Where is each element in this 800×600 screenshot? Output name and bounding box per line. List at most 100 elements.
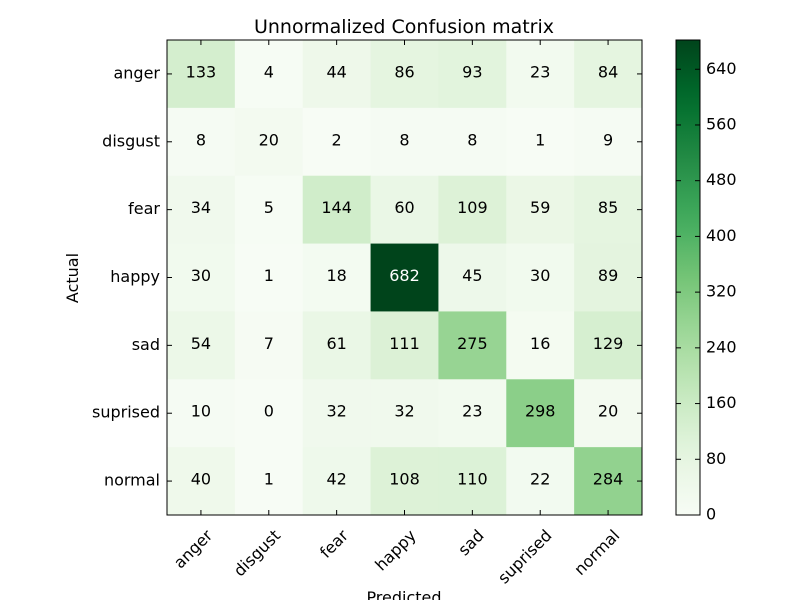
- cell-value: 32: [394, 402, 414, 421]
- cell-value: 32: [326, 402, 346, 421]
- heatmap-cell: [370, 379, 439, 448]
- cell-value: 108: [389, 470, 420, 489]
- cell-value: 93: [462, 62, 482, 81]
- heatmap-cell: [370, 243, 439, 312]
- heatmap-cell: [167, 243, 236, 312]
- heatmap-cell: [506, 40, 575, 109]
- cell-value: 16: [530, 334, 550, 353]
- heatmap-cell: [167, 175, 236, 245]
- cell-value: 61: [326, 334, 346, 353]
- x-tick-label: suprised: [494, 526, 556, 588]
- heatmap-cell: [302, 311, 372, 380]
- cell-value: 54: [191, 334, 211, 353]
- cell-value: 86: [394, 62, 414, 81]
- cell-value: 8: [196, 130, 206, 149]
- y-tick-label: suprised: [92, 403, 160, 422]
- heatmap-cell: [438, 311, 507, 380]
- cell-value: 20: [259, 130, 279, 149]
- cell-value: 110: [457, 470, 488, 489]
- cell-value: 60: [394, 198, 414, 217]
- cell-value: 23: [530, 62, 550, 81]
- heatmap-cell: [167, 107, 236, 177]
- cell-value: 144: [321, 198, 352, 217]
- cell-value: 45: [462, 266, 482, 285]
- heatmap-cell: [438, 447, 507, 516]
- heatmap-cell: [370, 175, 439, 245]
- cell-value: 10: [191, 402, 211, 421]
- heatmap-cell: [438, 107, 507, 177]
- cell-value: 275: [457, 334, 488, 353]
- cell-value: 1: [264, 266, 274, 285]
- cell-value: 44: [326, 62, 346, 81]
- heatmap-cell: [234, 311, 304, 380]
- heatmap-cell: [574, 379, 643, 448]
- cell-value: 1: [535, 130, 545, 149]
- cell-value: 1: [264, 470, 274, 489]
- heatmap-cell: [302, 175, 372, 245]
- heatmap-cell: [506, 175, 575, 245]
- heatmap-cell: [438, 175, 507, 245]
- heatmap-cell: [302, 447, 372, 516]
- heatmap-cell: [574, 243, 643, 312]
- heatmap-cell: [302, 107, 372, 177]
- y-tick-label: anger: [113, 63, 160, 82]
- y-tick-label: normal: [104, 471, 160, 490]
- cell-value: 84: [598, 62, 618, 81]
- cell-value: 30: [530, 266, 550, 285]
- colorbar-ticks: 0 80 160 240 320 400 480 560 640: [676, 59, 737, 524]
- heatmap-cell: [370, 107, 439, 177]
- cell-value: 7: [264, 334, 274, 353]
- colorbar-tick-label: 480: [706, 170, 737, 189]
- heatmap-cell: [574, 40, 643, 109]
- heatmap-cell: [167, 40, 236, 109]
- colorbar-tick-label: 560: [706, 114, 737, 133]
- heatmap-cell: [370, 311, 439, 380]
- heatmap-cell: [234, 40, 304, 109]
- colorbar-tick-label: 80: [706, 449, 726, 468]
- x-tick-label: happy: [371, 526, 420, 575]
- heatmap-cell: [574, 175, 643, 245]
- cell-value: 30: [191, 266, 211, 285]
- heatmap-cell: [438, 40, 507, 109]
- y-tick-label: happy: [110, 267, 160, 286]
- cell-value: 129: [593, 334, 624, 353]
- x-tick-label: normal: [570, 526, 623, 579]
- cell-value: 4: [264, 62, 274, 81]
- y-tick-label: sad: [132, 335, 160, 354]
- heatmap-cell: [506, 107, 575, 177]
- x-tick-label: anger: [170, 526, 217, 573]
- colorbar-tick-label: 320: [706, 282, 737, 301]
- cell-value: 284: [593, 470, 624, 489]
- y-tick-label: disgust: [102, 131, 160, 150]
- heatmap-cell: [574, 311, 643, 380]
- cell-value: 20: [598, 402, 618, 421]
- cell-value: 42: [326, 470, 346, 489]
- heatmap-cell: [370, 447, 439, 516]
- heatmap-cell: [506, 311, 575, 380]
- heatmap-cell: [234, 107, 304, 177]
- heatmap-cell: [234, 175, 304, 245]
- cell-value: 682: [389, 266, 420, 285]
- colorbar-tick-label: 160: [706, 393, 737, 412]
- x-tick-label: disgust: [230, 526, 284, 580]
- cell-value: 59: [530, 198, 550, 217]
- heatmap-cell: [302, 379, 372, 448]
- x-tick-label: fear: [316, 526, 352, 562]
- y-tick-label: fear: [128, 199, 160, 218]
- colorbar-tick-label: 0: [706, 505, 716, 524]
- cell-value: 85: [598, 198, 618, 217]
- cell-value: 109: [457, 198, 488, 217]
- cell-value: 298: [525, 402, 556, 421]
- heatmap-cell: [574, 107, 643, 177]
- colorbar: [676, 40, 700, 515]
- cell-value: 89: [598, 266, 618, 285]
- heatmap-cells: [167, 40, 643, 516]
- colorbar-frame: [675, 39, 701, 516]
- heatmap-cell: [234, 243, 304, 312]
- colorbar-tick-label: 640: [706, 59, 737, 78]
- cell-value: 34: [191, 198, 211, 217]
- cell-value: 40: [191, 470, 211, 489]
- colorbar-tick-label: 240: [706, 337, 737, 356]
